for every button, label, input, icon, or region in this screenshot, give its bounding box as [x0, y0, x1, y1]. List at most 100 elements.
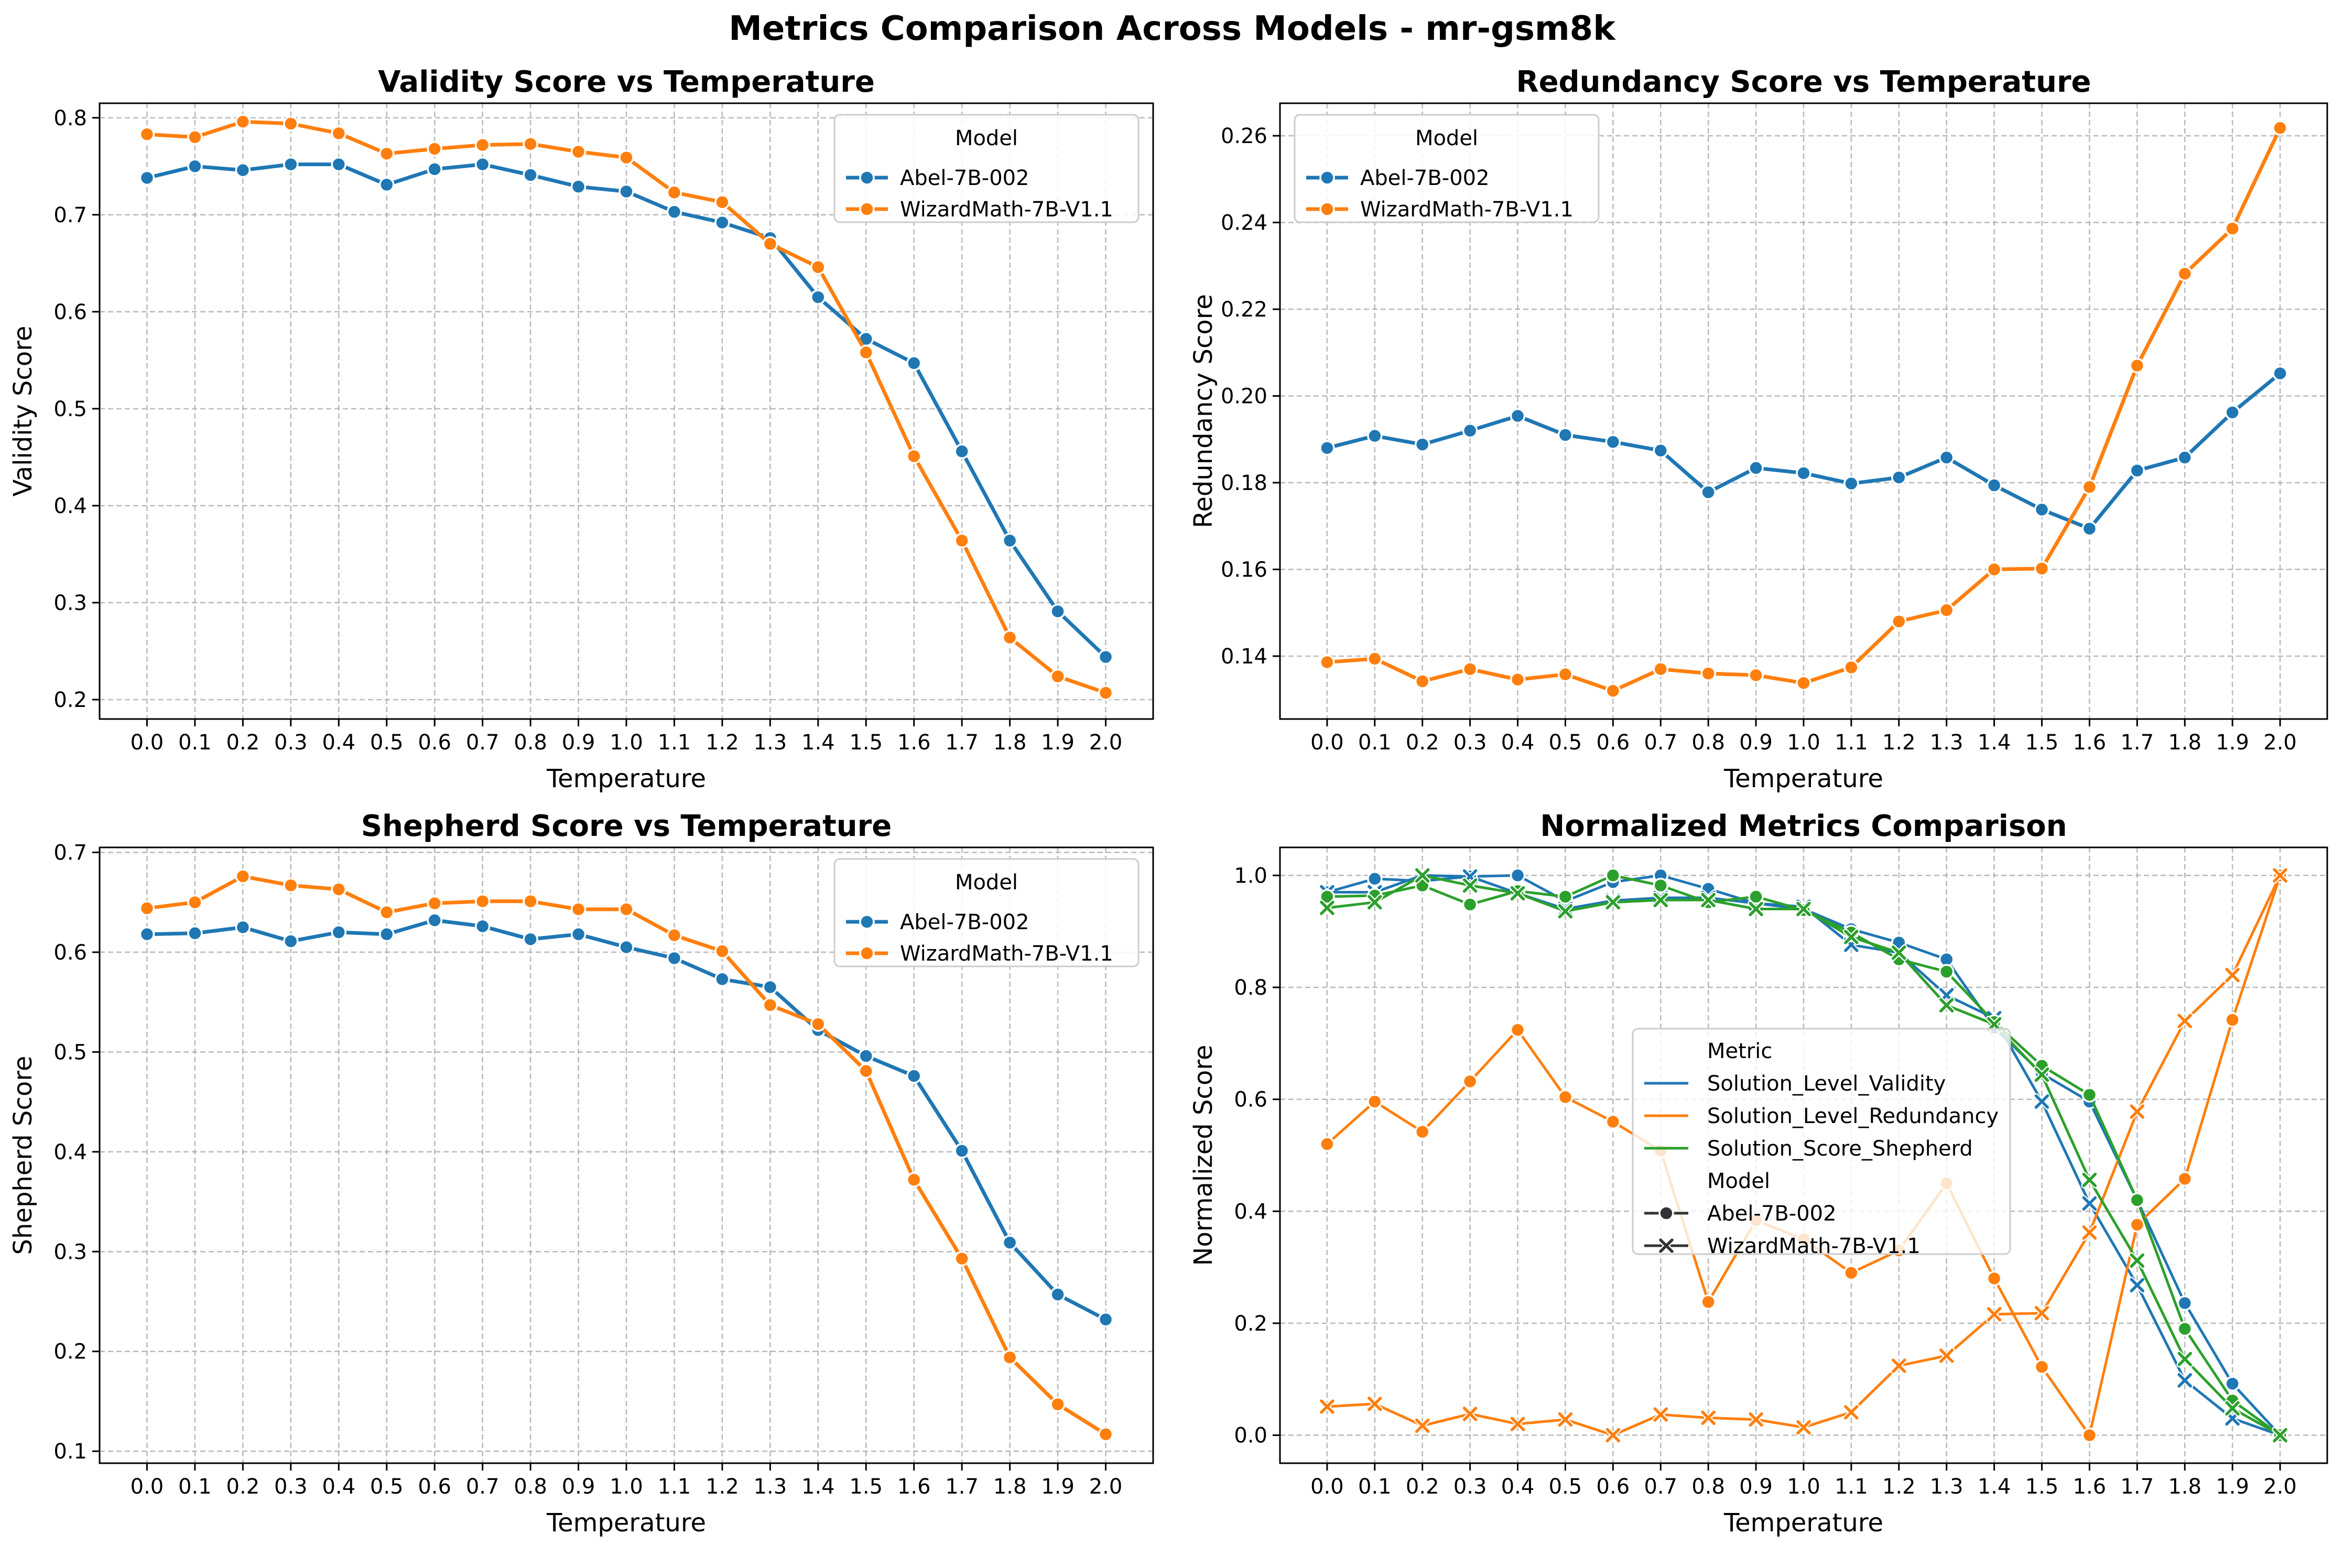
legend-box: [833, 858, 1140, 967]
series-wizardmath-7b-v1-1: [139, 114, 1114, 701]
data-point: [1796, 901, 1811, 917]
data-point: [1462, 422, 1478, 439]
data-point: [810, 289, 826, 305]
x-tick-label: 2.0: [1089, 731, 1123, 755]
data-point: [1002, 532, 1018, 549]
data-point: [2177, 1171, 2193, 1187]
x-axis: 0.0 0.1 0.2 0.3 0.4 0.5 0.6 0.7 0.8 0.9 1.0 1.1 1.2 1…: [1310, 1463, 2297, 1499]
data-point: [714, 943, 730, 959]
data-point: [283, 156, 299, 172]
data-point: [187, 158, 203, 175]
legend-label: Abel-7B-002: [1360, 166, 1490, 190]
data-point: [235, 114, 251, 129]
data-point: [331, 881, 347, 897]
x-tick-label: 1.4: [801, 1475, 835, 1499]
data-point: [1415, 1418, 1430, 1433]
x-tick-label: 0.0: [1310, 731, 1344, 755]
data-point: [523, 931, 538, 947]
legend-marker: [1319, 201, 1335, 217]
data-point: [666, 184, 682, 200]
data-point: [2130, 1278, 2145, 1293]
data-point: [2272, 120, 2288, 136]
x-tick-label: 1.2: [1882, 731, 1916, 755]
data-point: [1367, 871, 1383, 887]
data-point: [618, 939, 634, 955]
series-group: [139, 868, 1114, 1442]
x-tick-label: 0.8: [1691, 731, 1725, 755]
y-tick-label: 0.24: [1221, 211, 1267, 235]
data-point: [139, 900, 155, 916]
x-tick-label: 1.6: [2073, 1475, 2107, 1499]
x-tick-label: 0.7: [1644, 1475, 1677, 1499]
data-point: [523, 894, 538, 909]
data-point: [2081, 1427, 2098, 1443]
data-point: [2081, 479, 2098, 495]
data-point: [2225, 1401, 2240, 1416]
x-tick-label: 0.6: [418, 731, 451, 755]
data-point: [1986, 1270, 2002, 1287]
data-point: [2129, 463, 2145, 478]
data-point: [378, 905, 395, 920]
x-axis-label: Temperature: [1723, 764, 1883, 793]
data-point: [666, 950, 682, 966]
legend-label: Abel-7B-002: [900, 910, 1029, 934]
data-point: [2034, 1359, 2050, 1375]
x-tick-label: 1.4: [1978, 1475, 2011, 1499]
y-tick-label: 0.16: [1221, 558, 1267, 582]
data-point: [1414, 1124, 1430, 1140]
data-point: [1510, 1022, 1526, 1038]
x-tick-label: 0.3: [1453, 1475, 1487, 1499]
y-axis: 0.1 0.2 0.3 0.4 0.5 0.6 0.7: [53, 841, 100, 1464]
data-point: [427, 912, 442, 928]
x-tick-label: 1.0: [1787, 1475, 1820, 1499]
x-tick-label: 1.9: [2216, 731, 2249, 755]
legend-box: [833, 114, 1140, 223]
data-point: [810, 259, 826, 275]
data-point: [570, 179, 587, 194]
x-tick-label: 0.4: [1501, 731, 1535, 755]
data-point: [954, 1250, 970, 1267]
data-point: [1653, 443, 1669, 459]
data-point: [2081, 1087, 2098, 1103]
data-point: [906, 1068, 922, 1084]
data-point: [331, 125, 347, 141]
series-group: [139, 114, 1114, 701]
data-point: [1892, 945, 1906, 960]
data-point: [2130, 1253, 2145, 1268]
data-point: [1319, 889, 1335, 905]
data-point: [1367, 651, 1383, 667]
y-tick-label: 0.6: [1234, 1088, 1267, 1112]
data-point: [283, 877, 299, 894]
data-point: [714, 194, 730, 210]
data-point: [1320, 1399, 1334, 1414]
data-point: [1368, 1397, 1382, 1411]
data-point: [2082, 1225, 2097, 1240]
data-point: [187, 894, 203, 910]
x-axis: 0.0 0.1 0.2 0.3 0.4 0.5 0.6 0.7 0.8 0.9 1.0 1.1 1.2 1…: [1310, 719, 2297, 755]
data-point: [523, 136, 538, 152]
data-point: [2129, 1192, 2145, 1208]
legend-marker: [859, 201, 875, 217]
data-point: [1558, 1412, 1573, 1427]
x-tick-label: 0.3: [274, 731, 308, 755]
y-axis: 0.14 0.16 0.18 0.20 0.22 0.24 0.26: [1221, 124, 1280, 669]
legend: Model Abel-7B-002 WizardMath-7B-V1.1: [833, 114, 1140, 223]
data-point: [1891, 470, 1907, 485]
legend-label: Solution_Level_Validity: [1707, 1072, 1946, 1096]
x-tick-label: 2.0: [2263, 731, 2297, 755]
x-tick-label: 0.5: [1549, 731, 1582, 755]
y-tick-label: 0.0: [1234, 1424, 1267, 1448]
x-tick-label: 0.2: [1406, 1475, 1439, 1499]
x-tick-label: 1.3: [754, 731, 787, 755]
x-tick-label: 1.9: [1041, 1475, 1075, 1499]
shepherd-chart: 0.0 0.1 0.2 0.3 0.4 0.5 0.6 0.7 0.8 0.9 1.0 1.1 1.2 1…: [8, 809, 1154, 1538]
y-tick-label: 0.8: [1234, 976, 1267, 1000]
x-tick-label: 0.0: [131, 731, 164, 755]
data-point: [1462, 1073, 1478, 1090]
x-tick-label: 1.3: [754, 1475, 787, 1499]
x-axis: 0.0 0.1 0.2 0.3 0.4 0.5 0.6 0.7 0.8 0.9 1.0 1.1 1.2 1…: [131, 1463, 1122, 1499]
x-tick-label: 1.0: [610, 1475, 643, 1499]
legend-box: [1294, 114, 1600, 223]
x-tick-label: 1.7: [945, 731, 979, 755]
data-point: [187, 129, 203, 145]
